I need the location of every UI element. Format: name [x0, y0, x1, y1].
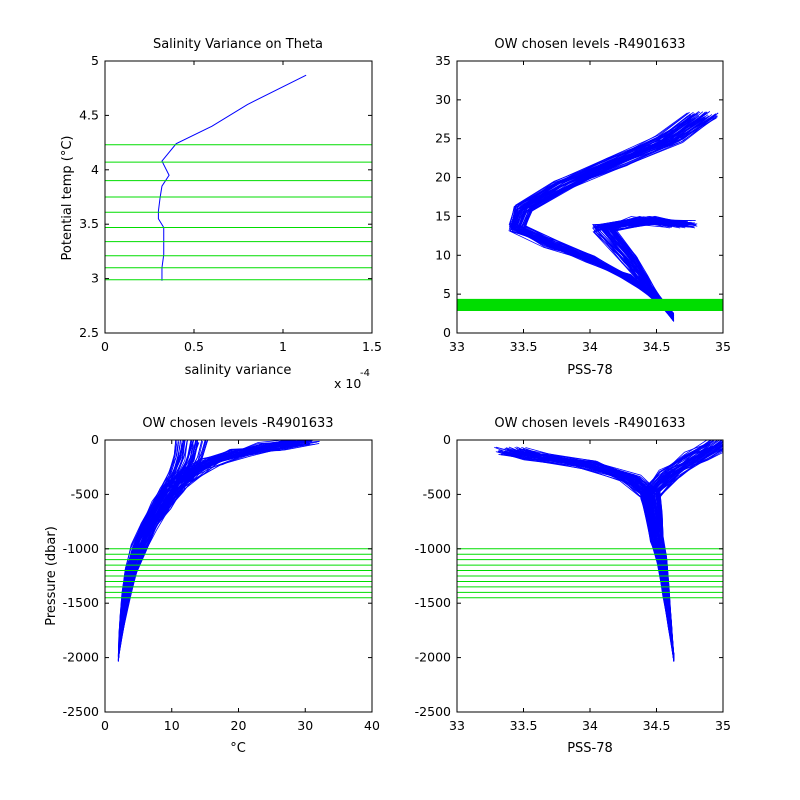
- panel-3-xtick-label-3: 20: [231, 718, 247, 733]
- panel-1-xtick-label-2: 0.5: [184, 339, 204, 354]
- panel-4-ytick-label-5: -500: [423, 486, 451, 501]
- panel-1-ytick-label-4: 4: [91, 162, 99, 177]
- panel-4-series-2-line-47: [640, 440, 708, 654]
- panel-4-plot: 33 33.5 34 34.5 35 -2500 -2000 -1500 -1000 -500 0: [415, 432, 731, 733]
- panel-3-series-2-line-47: [117, 440, 206, 659]
- panel-2-ytick-label-2: 5: [443, 286, 451, 301]
- panel-2-xtick-label-3: 34: [582, 339, 598, 354]
- panel-2-xlabel: PSS-78: [567, 363, 613, 378]
- panel-3-series-2-line-60: [117, 444, 192, 662]
- panel-2-ytick-label-4: 15: [435, 208, 451, 223]
- panel-3-title: OW chosen levels -R4901633: [142, 416, 333, 431]
- panel-2-plot: 33 33.5 34 34.5 35 0 5 10 15 20 25 30 35: [435, 53, 731, 354]
- panel-2-series-1-line-59: [518, 114, 709, 320]
- panel-4: OW chosen levels -R4901633 33 33.5 34 34.5 3…: [415, 416, 731, 756]
- panel-1-data: [105, 74, 372, 281]
- panel-1-ytick-label-6: 5: [91, 53, 99, 68]
- panel-1-xlabel: salinity variance: [185, 363, 292, 378]
- panel-1-title: Salinity Variance on Theta: [153, 37, 323, 52]
- panel-1-ytick-label-1: 2.5: [79, 325, 99, 340]
- panel-4-ytick-label-4: -1000: [415, 541, 451, 556]
- panel-1-x-multiplier-exponent: -4: [360, 368, 370, 379]
- panel-3-xtick-label-4: 30: [297, 718, 313, 733]
- panel-2-series-2-line-60: [604, 217, 686, 319]
- panel-1-ylabel: Potential temp (°C): [60, 136, 75, 261]
- panel-2-ytick-label-3: 10: [435, 247, 451, 262]
- panel-3: OW chosen levels -R4901633 0 10 20 30 40 -250…: [44, 416, 380, 756]
- panel-1-xtick-label-4: 1.5: [362, 339, 382, 354]
- panel-3-plot: 0 10 20 30 40 -2500 -2000 -1500 -1000 -500 0: [63, 432, 380, 733]
- panel-1-ytick-label-3: 3.5: [79, 216, 99, 231]
- panel-4-data: [457, 440, 723, 662]
- panel-4-xtick-label-4: 34.5: [643, 718, 671, 733]
- panel-4-series-2-line-59: [648, 440, 721, 658]
- panel-3-ytick-label-3: -1500: [63, 595, 99, 610]
- panel-3-data: [105, 440, 372, 662]
- panel-3-series-2-line-56: [117, 440, 185, 661]
- panel-2-ytick-label-6: 25: [435, 131, 451, 146]
- panel-1-xtick-label-1: 0: [101, 339, 109, 354]
- panel-2: OW chosen levels -R4901633 33 33.5 34 34.5 3…: [435, 37, 731, 378]
- panel-4-ytick-label-3: -1500: [415, 595, 451, 610]
- panel-4-series-2-line-60: [652, 445, 723, 658]
- panel-3-ytick-label-6: 0: [91, 432, 99, 447]
- panel-4-title: OW chosen levels -R4901633: [494, 416, 685, 431]
- panel-2-xtick-label-1: 33: [449, 339, 465, 354]
- panel-1-ytick-label-5: 4.5: [79, 107, 99, 122]
- panel-4-xtick-label-1: 33: [449, 718, 465, 733]
- panel-2-ytick-label-7: 30: [435, 92, 451, 107]
- panel-2-ytick-label-8: 35: [435, 53, 451, 68]
- panel-2-data: [457, 111, 723, 322]
- panel-1-plot: 0 0.5 1 1.5 2.5 3 3.5 4 4.5 5: [79, 53, 382, 354]
- panel-2-series-1-line-53: [509, 113, 689, 314]
- panel-4-xlabel: PSS-78: [567, 741, 613, 756]
- panel-4-xtick-label-5: 35: [715, 718, 731, 733]
- panel-4-series-2-line-52: [655, 444, 723, 656]
- panel-2-ytick-label-1: 0: [443, 325, 451, 340]
- panel-1-ytick-label-2: 3: [91, 271, 99, 286]
- panel-3-xtick-label-5: 40: [364, 718, 380, 733]
- panel-3-xtick-label-1: 0: [101, 718, 109, 733]
- panel-4-series-2-line-57: [645, 440, 718, 657]
- panel-2-xtick-label-2: 33.5: [510, 339, 538, 354]
- panel-1-axes-frame: [104, 60, 373, 334]
- panel-4-ytick-label-1: -2500: [415, 704, 451, 719]
- panel-2-xtick-label-4: 34.5: [643, 339, 671, 354]
- panel-3-ytick-label-5: -500: [71, 486, 99, 501]
- panel-4-xtick-label-3: 34: [582, 718, 598, 733]
- panel-3-ytick-label-2: -2000: [63, 650, 99, 665]
- panel-4-ytick-label-2: -2000: [415, 650, 451, 665]
- panel-3-series-2-line-48: [117, 442, 179, 661]
- panel-3-xtick-label-2: 10: [164, 718, 180, 733]
- panel-4-series-2-line-54: [651, 442, 723, 658]
- panel-1: Salinity Variance on Theta 0 0.5 1 1.5 2.5 3 3…: [60, 37, 382, 391]
- panel-1-series-1-line-1: [157, 74, 307, 281]
- panel-2-series-1-line-57: [511, 113, 695, 322]
- panel-4-ytick-label-6: 0: [443, 432, 451, 447]
- panel-2-xtick-label-5: 35: [715, 339, 731, 354]
- panel-4-xtick-label-2: 33.5: [510, 718, 538, 733]
- panel-1-x-multiplier: x 10: [334, 376, 361, 391]
- panel-4-series-2-line-58: [659, 450, 723, 660]
- panel-2-title: OW chosen levels -R4901633: [494, 37, 685, 52]
- panel-3-series-2-line-59: [117, 441, 208, 659]
- panel-1-xtick-label-3: 1: [279, 339, 287, 354]
- panel-2-series-2-line-59: [598, 217, 678, 319]
- panel-3-xlabel: °C: [230, 741, 246, 756]
- panel-3-ytick-label-4: -1000: [63, 541, 99, 556]
- panel-2-series-2-line-58: [600, 218, 680, 316]
- panel-3-ylabel: Pressure (dbar): [44, 526, 59, 626]
- panel-2-ytick-label-5: 20: [435, 170, 451, 185]
- panel-3-ytick-label-1: -2500: [63, 704, 99, 719]
